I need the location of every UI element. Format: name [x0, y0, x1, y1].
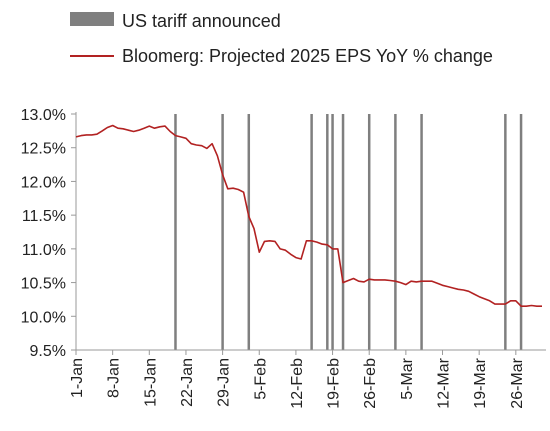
legend-label-tariff: US tariff announced	[122, 11, 281, 31]
x-tick-label: 26-Mar	[509, 357, 526, 408]
x-tick-label: 22-Jan	[179, 358, 196, 407]
y-tick-label: 10.5%	[21, 276, 66, 293]
y-tick-label: 12.0%	[21, 174, 66, 191]
eps-series-line	[75, 124, 542, 307]
legend: US tariff announced Bloomerg: Projected …	[70, 11, 493, 66]
y-tick-label: 12.5%	[21, 141, 66, 158]
x-tick-label: 29-Jan	[216, 358, 233, 407]
y-tick-label: 11.0%	[22, 242, 66, 259]
x-tick-label: 8-Jan	[106, 358, 123, 398]
x-tick-label: 5-Feb	[252, 358, 269, 400]
x-tick-label: 19-Feb	[326, 358, 343, 409]
legend-swatch-tariff	[70, 12, 114, 26]
y-tick-label: 10.0%	[21, 309, 66, 326]
x-tick-label: 1-Jan	[69, 358, 86, 398]
x-tick-label: 19-Mar	[472, 357, 489, 408]
y-tick-label: 13.0%	[21, 107, 66, 124]
legend-label-eps: Bloomerg: Projected 2025 EPS YoY % chang…	[122, 46, 493, 66]
x-tick-label: 12-Mar	[436, 357, 453, 408]
x-tick-label: 5-Mar	[399, 357, 416, 399]
y-tick-label: 11.5%	[22, 208, 66, 225]
x-tick-label: 12-Feb	[289, 358, 306, 409]
y-tick-label: 9.5%	[30, 343, 66, 360]
x-tick-label: 15-Jan	[142, 358, 159, 407]
plot-area: 9.5% 10.0% 10.5% 11.0% 11.5% 12.0% 12.5% 13.0% 1…	[21, 107, 546, 409]
x-tick-label: 26-Feb	[362, 358, 379, 409]
